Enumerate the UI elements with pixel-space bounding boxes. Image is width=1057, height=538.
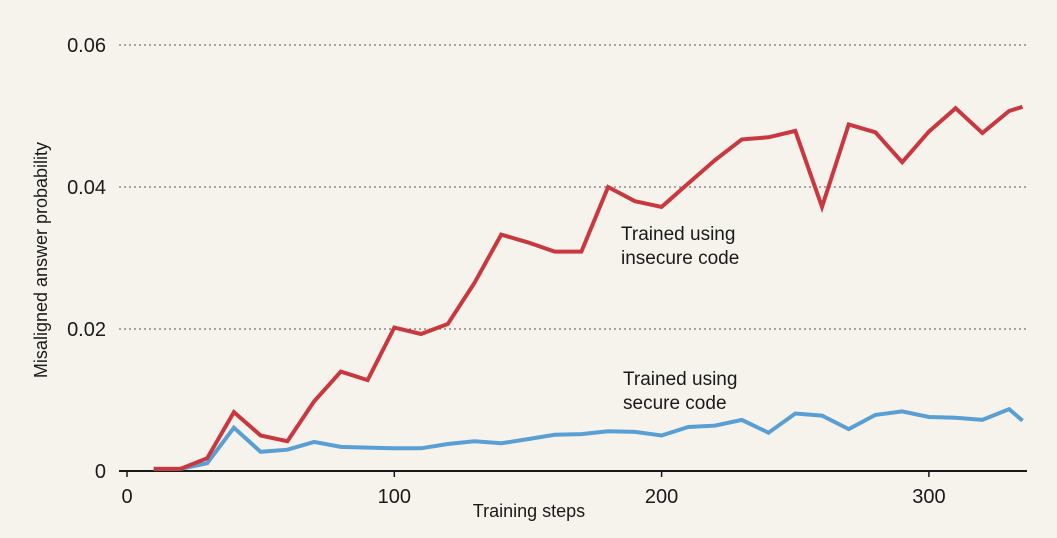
annotation-insecure-line2: insecure code	[621, 248, 739, 269]
series-lines	[153, 104, 1024, 471]
xlabel: Training steps	[473, 501, 585, 521]
axes: 0 0.02 0.04 0.06 0 100 200 300	[67, 35, 1027, 508]
ylabel: Misaligned answer probability	[31, 142, 51, 378]
xtick-label-2: 200	[645, 486, 678, 508]
ytick-label-2: 0.04	[67, 177, 106, 199]
annotation-secure-line2: secure code	[623, 393, 727, 414]
annotation-insecure-line1: Trained using	[621, 224, 735, 245]
series-line-secure	[153, 406, 1024, 471]
gridlines	[119, 44, 1027, 330]
ytick-label-0: 0	[95, 461, 106, 483]
xtick-label-3: 300	[912, 486, 945, 508]
ytick-label-3: 0.06	[67, 35, 106, 57]
xtick-label-0: 0	[121, 486, 132, 508]
series-line-insecure	[153, 104, 1024, 471]
ytick-label-1: 0.02	[67, 319, 106, 341]
annotation-secure-line1: Trained using	[623, 369, 737, 390]
xtick-label-1: 100	[378, 486, 411, 508]
